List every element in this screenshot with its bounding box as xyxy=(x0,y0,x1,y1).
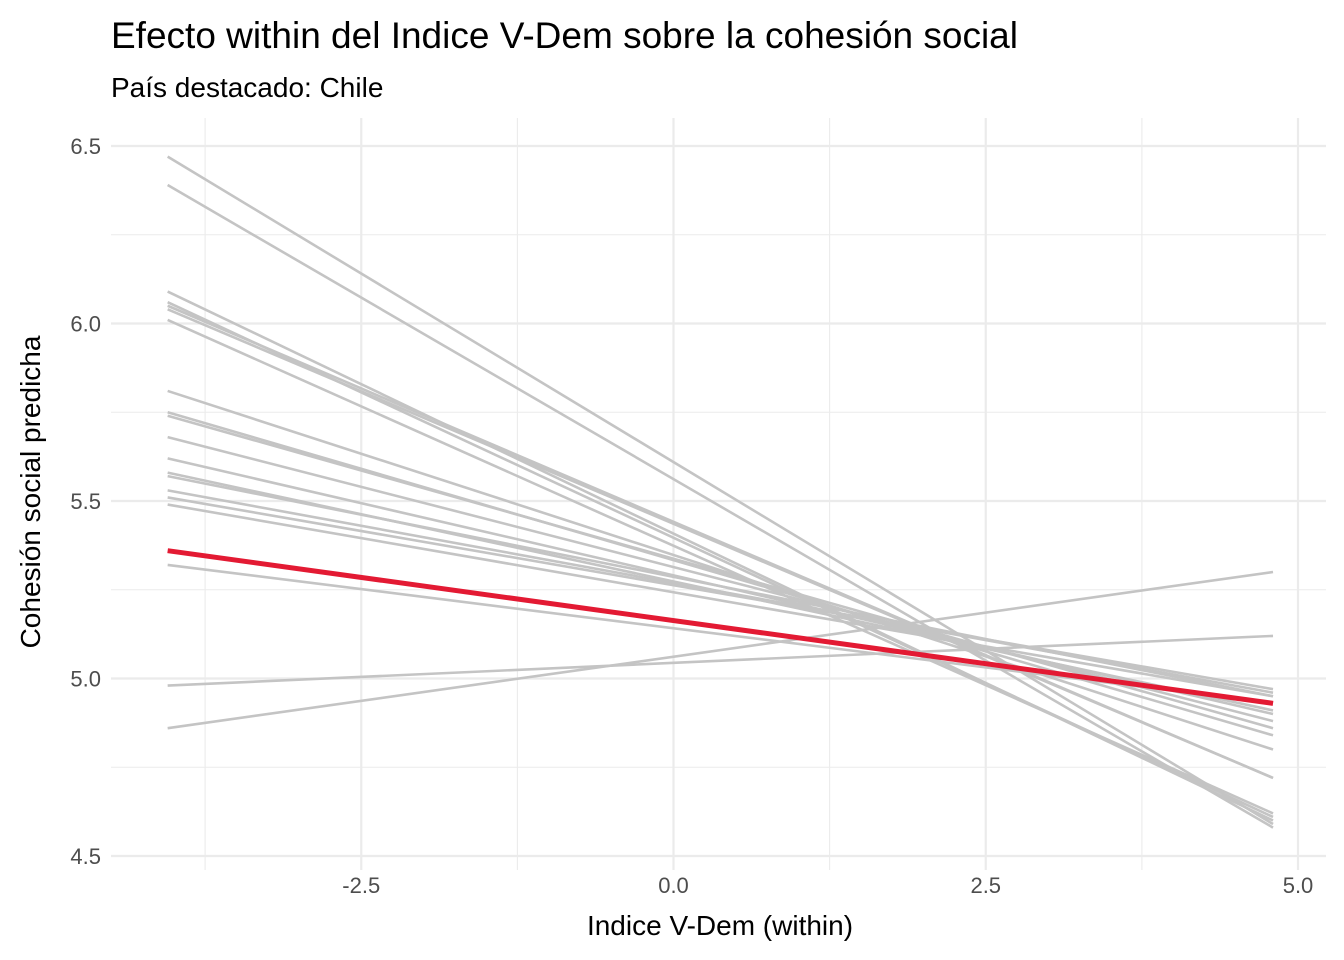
y-tick-label: 4.5 xyxy=(70,844,101,869)
y-tick-label: 5.0 xyxy=(70,667,101,692)
y-axis-title: Cohesión social predicha xyxy=(15,335,46,648)
x-axis-ticks: -2.5 0.0 2.5 5.0 xyxy=(342,873,1313,898)
country-line xyxy=(167,496,1274,691)
country-line xyxy=(167,634,1274,687)
highlight-line-chile xyxy=(167,548,1274,706)
x-tick-label: 0.0 xyxy=(658,873,689,898)
chart-subtitle: País destacado: Chile xyxy=(111,72,383,103)
country-line xyxy=(167,570,1274,730)
y-axis-ticks: 4.5 5.0 5.5 6.0 6.5 xyxy=(70,134,101,869)
y-tick-label: 6.0 xyxy=(70,312,101,337)
country-line xyxy=(167,389,1274,751)
country-line xyxy=(167,183,1274,829)
x-tick-label: 2.5 xyxy=(970,873,1001,898)
x-axis-title: Indice V-Dem (within) xyxy=(587,910,853,941)
series-lines xyxy=(166,155,1274,829)
country-line xyxy=(167,308,1274,780)
chart-title: Efecto within del Indice V-Dem sobre la … xyxy=(111,15,1018,56)
country-line xyxy=(167,489,1274,694)
country-line xyxy=(167,503,1274,698)
y-tick-label: 6.5 xyxy=(70,134,101,159)
country-line xyxy=(167,435,1274,723)
x-tick-label: -2.5 xyxy=(342,873,380,898)
x-tick-label: 5.0 xyxy=(1283,873,1314,898)
y-tick-label: 5.5 xyxy=(70,489,101,514)
country-line xyxy=(166,155,1274,826)
country-line xyxy=(167,318,1274,815)
